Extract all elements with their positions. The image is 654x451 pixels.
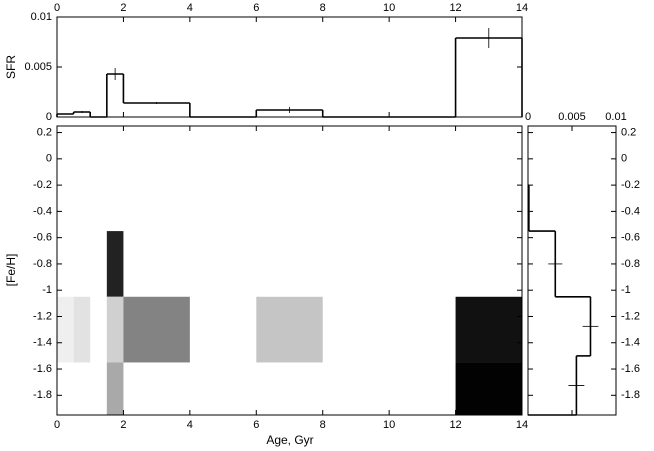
heatmap-cell (455, 362, 522, 415)
x-tick-label: 0.005 (558, 111, 586, 123)
x-tick-label: 12 (449, 2, 461, 14)
y-tick-label: 0.2 (621, 126, 636, 138)
x-tick-label: 2 (120, 2, 126, 14)
y-tick-label: -0.8 (621, 258, 640, 270)
heatmap-cell (455, 296, 522, 363)
x-tick-label: 6 (253, 419, 259, 431)
y-tick-label: 0 (46, 111, 52, 123)
y-tick-label: -1.2 (33, 310, 52, 322)
heatmap-cell (106, 231, 124, 297)
y-axis-title: [Fe/H] (4, 254, 18, 287)
y-tick-label: -0.2 (33, 179, 52, 191)
y-tick-label: -0.2 (621, 179, 640, 191)
y-tick-label: 0.01 (31, 11, 52, 23)
heatmap-cell (123, 296, 190, 363)
x-tick-label: 2 (120, 419, 126, 431)
y-tick-label: -1 (621, 284, 631, 296)
y-tick-label: -1.2 (621, 310, 640, 322)
x-tick-label: 8 (320, 419, 326, 431)
y-tick-label: -1.6 (33, 363, 52, 375)
x-tick-label: 10 (383, 2, 395, 14)
heatmap-cell (256, 296, 323, 363)
heatmap-cell (57, 296, 74, 363)
x-tick-label: 10 (383, 419, 395, 431)
x-axis-title: Age, Gyr (266, 433, 313, 447)
y-tick-label: -1.6 (621, 363, 640, 375)
y-tick-label: -1 (42, 284, 52, 296)
y-tick-label: -1.4 (33, 337, 52, 349)
x-tick-label: 0 (525, 111, 531, 123)
y-tick-label: -1.4 (621, 337, 640, 349)
x-tick-label: 8 (320, 2, 326, 14)
heatmap-cell (106, 362, 124, 415)
y-tick-label: -0.8 (33, 258, 52, 270)
axes-box (56, 125, 523, 416)
x-tick-label: 12 (449, 419, 461, 431)
y-tick-label: -0.4 (621, 205, 640, 217)
axes-box (527, 125, 617, 416)
x-tick-label: 14 (516, 419, 528, 431)
x-tick-label: 14 (516, 2, 528, 14)
y-axis-title: SFR (4, 55, 18, 79)
x-tick-label: 6 (253, 2, 259, 14)
axes-box (56, 16, 523, 118)
heatmap-cell (73, 296, 91, 363)
y-tick-label: 0 (621, 153, 627, 165)
y-tick-label: 0.2 (37, 126, 52, 138)
y-tick-label: -0.6 (621, 232, 640, 244)
y-tick-label: -0.4 (33, 205, 52, 217)
x-tick-label: 0.01 (605, 111, 626, 123)
y-tick-label: -1.8 (621, 389, 640, 401)
x-tick-label: 4 (187, 2, 193, 14)
y-tick-label: 0.005 (24, 61, 52, 73)
y-tick-label: -1.8 (33, 389, 52, 401)
x-tick-label: 0 (54, 2, 60, 14)
y-tick-label: 0 (46, 153, 52, 165)
x-tick-label: 0 (54, 419, 60, 431)
heatmap-cell (106, 296, 124, 363)
y-tick-label: -0.6 (33, 232, 52, 244)
x-tick-label: 4 (187, 419, 193, 431)
